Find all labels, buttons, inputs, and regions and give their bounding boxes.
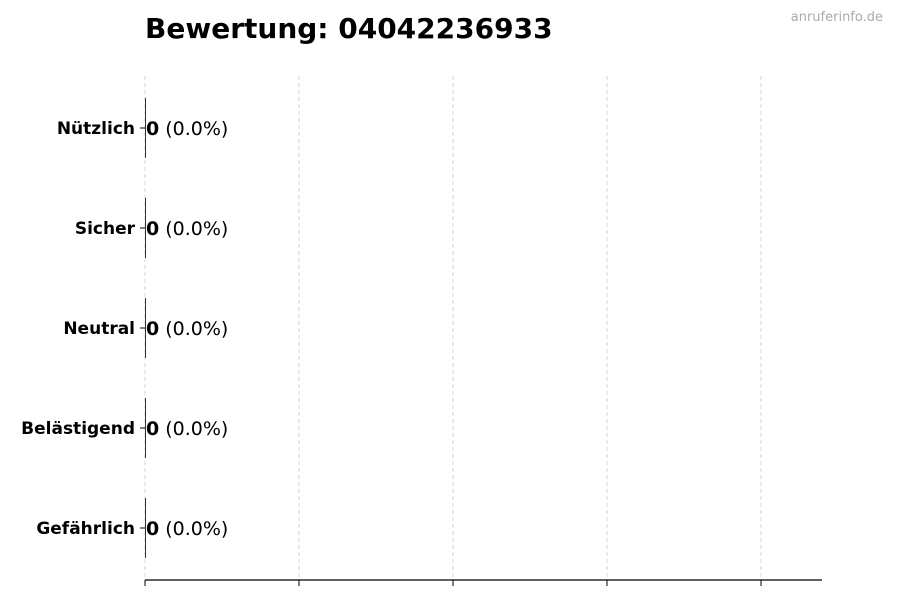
count-label: 0	[146, 518, 159, 540]
category-label: Neutral	[63, 319, 135, 339]
category-label: Nützlich	[57, 119, 135, 139]
percent-label: (0.0%)	[165, 218, 228, 240]
data-label: 0 (0.0%)	[146, 518, 228, 540]
bar	[145, 498, 146, 558]
count-label: 0	[146, 218, 159, 240]
bar	[145, 298, 146, 358]
percent-label: (0.0%)	[165, 418, 228, 440]
bar	[145, 98, 146, 158]
data-label: 0 (0.0%)	[146, 218, 228, 240]
bar	[145, 398, 146, 458]
chart-title: Bewertung: 04042236933	[145, 12, 553, 45]
data-label: 0 (0.0%)	[146, 118, 228, 140]
percent-label: (0.0%)	[165, 318, 228, 340]
percent-label: (0.0%)	[165, 518, 228, 540]
data-label: 0 (0.0%)	[146, 318, 228, 340]
category-label: Belästigend	[21, 419, 135, 439]
category-label: Gefährlich	[36, 519, 135, 539]
bar	[145, 198, 146, 258]
watermark: anruferinfo.de	[790, 10, 883, 25]
percent-label: (0.0%)	[165, 118, 228, 140]
count-label: 0	[146, 318, 159, 340]
count-label: 0	[146, 418, 159, 440]
count-label: 0	[146, 118, 159, 140]
category-label: Sicher	[75, 219, 136, 239]
data-label: 0 (0.0%)	[146, 418, 228, 440]
